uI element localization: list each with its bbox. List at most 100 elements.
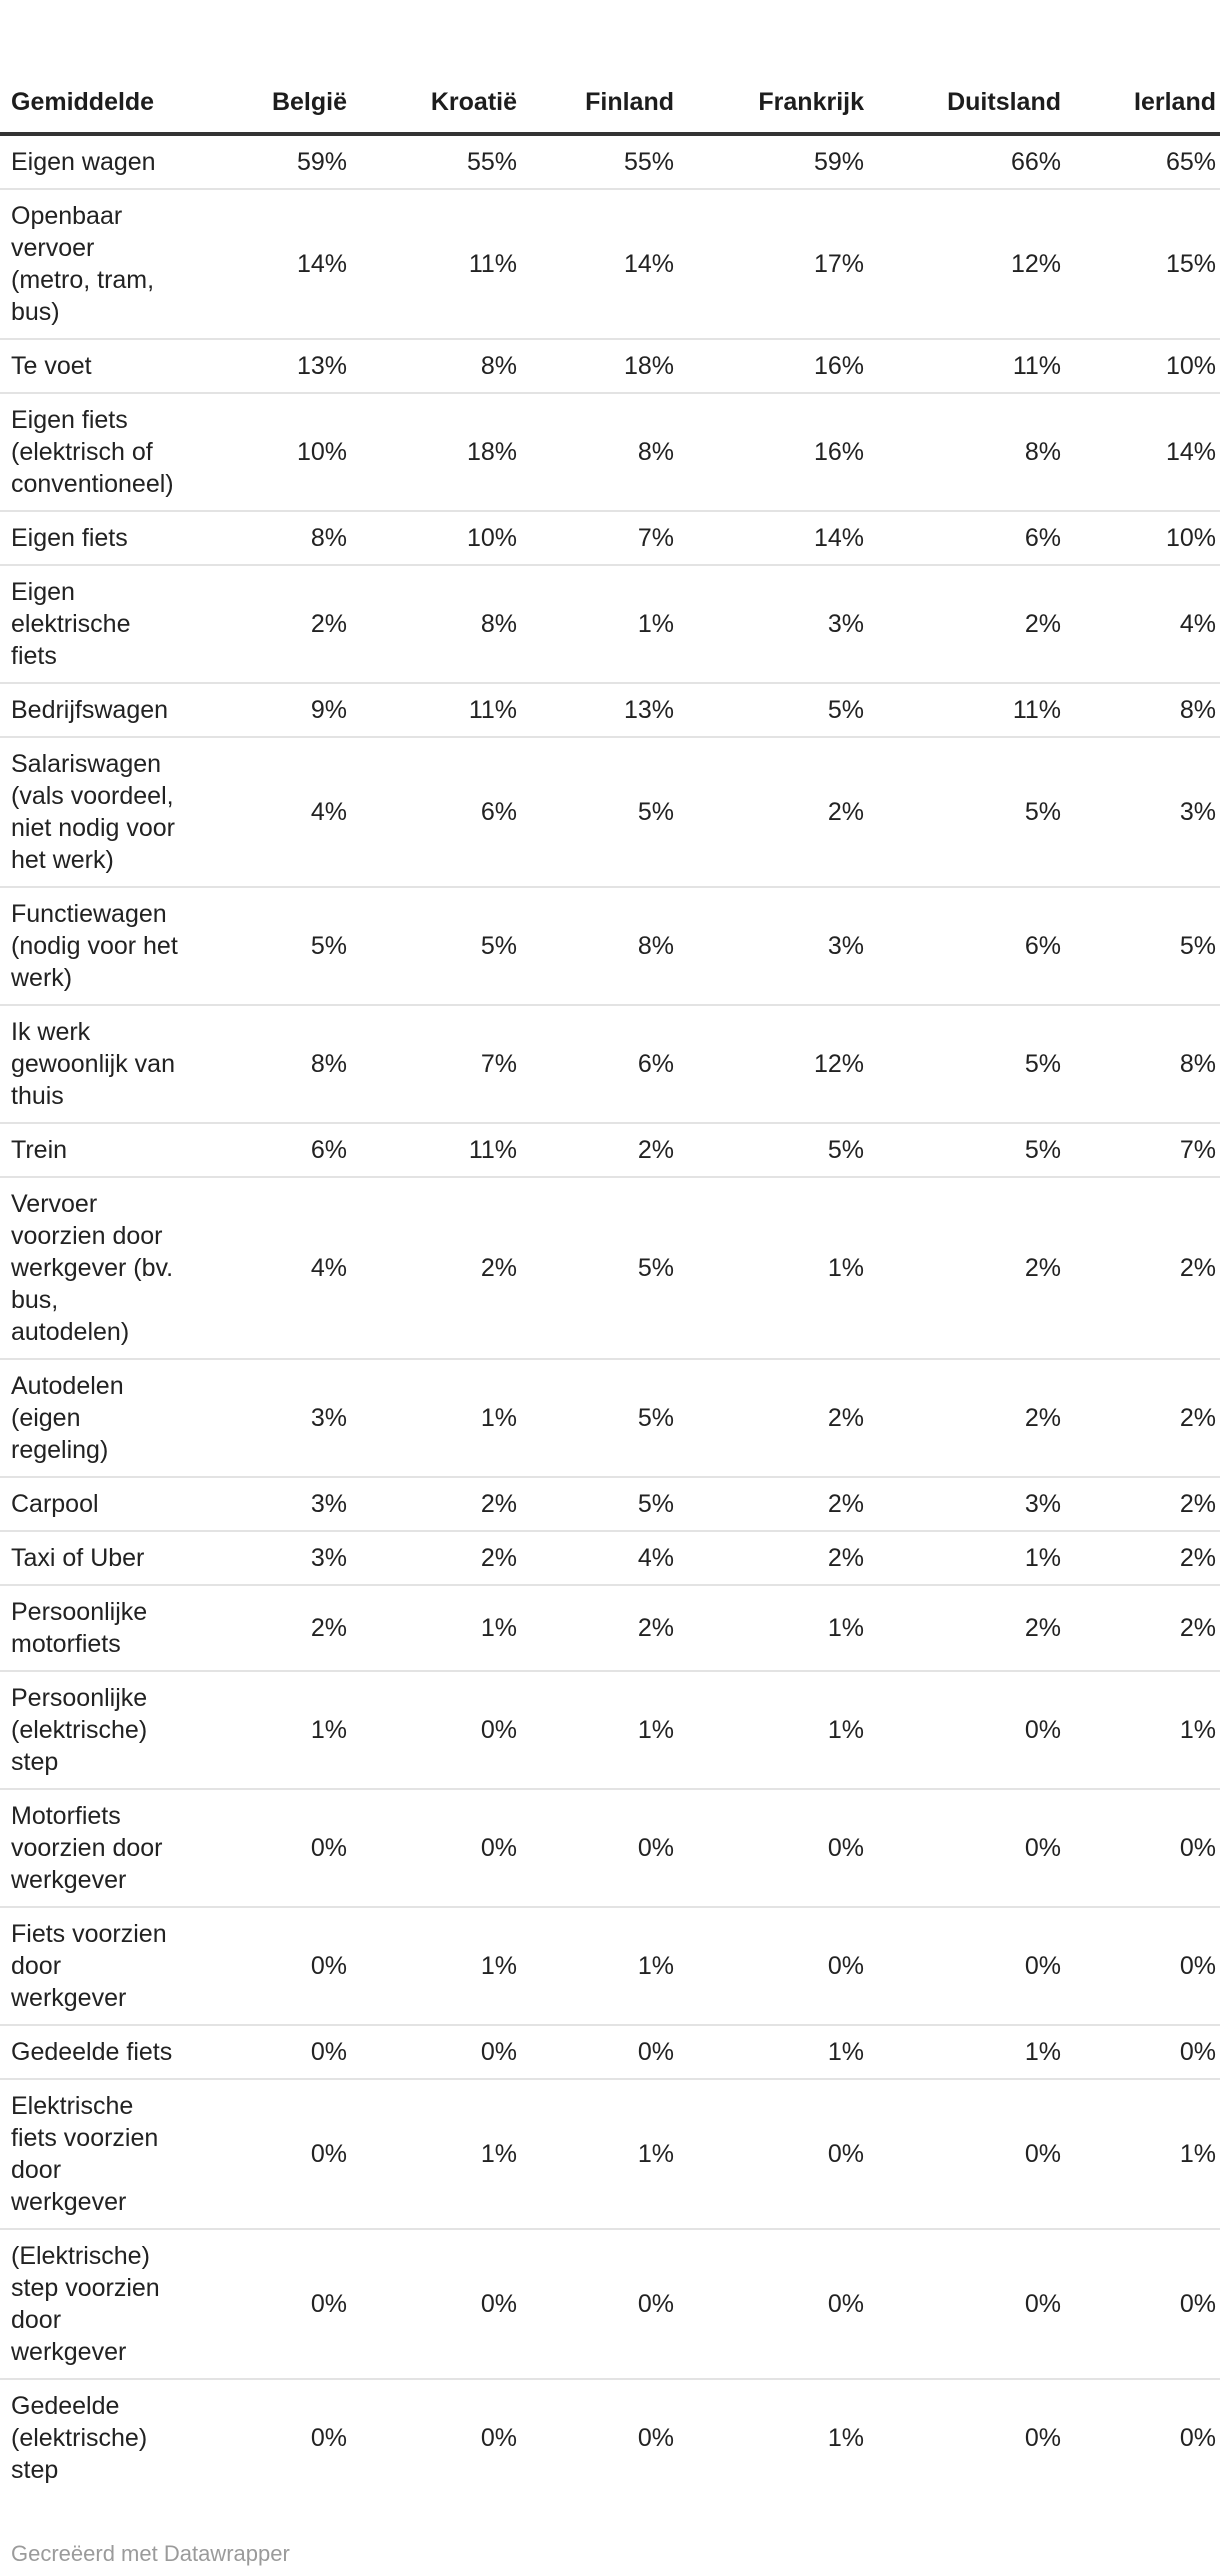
cell-value: 0% (190, 2229, 355, 2380)
cell-value: 2% (190, 565, 355, 684)
cell-value: 0% (190, 1789, 355, 1908)
cell-value: 1% (872, 2025, 1069, 2080)
cell-value: 2% (872, 1585, 1069, 1672)
cell-value: 0% (480, 2424, 517, 2452)
cell-value: 55% (525, 134, 682, 190)
cell-value: 12% (682, 1005, 872, 1124)
cell-value: 6% (872, 511, 1069, 566)
cell-value: 15% (1069, 189, 1220, 340)
table-row: Eigen fiets (elektrisch of conventioneel… (0, 393, 1220, 512)
table-row: Functiewagen (nodig voor het werk) 5% 5% 8%… (0, 887, 1220, 1006)
table-row: Carpool 3% 2% 5% 2% 3% 2% (0, 1477, 1220, 1532)
cell-value: 2% (525, 1585, 682, 1672)
cell-value: 3% (190, 1359, 355, 1478)
cell-value: 1% (525, 1671, 682, 1790)
cell-value: 8% (872, 393, 1069, 512)
cell-value: 0% (355, 2025, 525, 2080)
cell-value: 0% (872, 2229, 1069, 2380)
cell-value: 5% (525, 1477, 682, 1532)
cell-value: 1% (190, 1671, 355, 1790)
cell-value: 13% (525, 683, 682, 738)
cell-value: 18% (525, 339, 682, 394)
row-label: Openbaar vervoer (metro, tram, bus) (0, 189, 190, 340)
table-row: Eigen wagen 59% 55% 55% 59% 66% 65% (0, 134, 1220, 190)
cell-value: 0% (355, 2229, 525, 2380)
cell-value: 7% (355, 1005, 525, 1124)
row-label: Te voet (0, 339, 190, 394)
cell-value: 6% (872, 887, 1069, 1006)
cell-value: 1% (827, 2424, 864, 2452)
cell-value: 1% (682, 1177, 872, 1360)
cell-value: 2% (872, 1359, 1069, 1478)
cell-value: 1% (872, 1531, 1069, 1586)
cell-value: 0% (310, 2424, 347, 2452)
table-row: Eigen fiets 8% 10% 7% 14% 6% 10% (0, 511, 1220, 566)
cell-value: 2% (1069, 1177, 1220, 1360)
cell-value: 0% (682, 2079, 872, 2230)
cell-value: 3% (1069, 737, 1220, 888)
table-body: Eigen wagen 59% 55% 55% 59% 66% 65% Openbaar ve… (0, 134, 1220, 2496)
cell-value: 7% (525, 511, 682, 566)
row-label: Trein (0, 1123, 190, 1178)
cell-value: 5% (190, 887, 355, 1006)
column-header-gemiddelde: Gemiddelde (0, 86, 190, 136)
cell-value: 2% (1069, 1477, 1220, 1532)
cell-value: 11% (355, 189, 525, 340)
cell-value: 0% (682, 1789, 872, 1908)
cell-value: 5% (872, 737, 1069, 888)
cell-value: 11% (872, 683, 1069, 738)
cell-value: 65% (1069, 134, 1220, 190)
cell-value: 11% (355, 683, 525, 738)
table-row: Fiets voorzien door werkgever 0% 1% 1% 0% 0% 0… (0, 1907, 1220, 2026)
column-header-finland: Finland (525, 86, 682, 136)
cell-value: 2% (190, 1585, 355, 1672)
cell-value: 1% (682, 1671, 872, 1790)
cell-value: 5% (872, 1005, 1069, 1124)
cell-value: 8% (355, 339, 525, 394)
data-table: Gemiddelde België Kroatië Finland Frankrijk D… (0, 86, 1220, 2496)
cell-value: 1% (525, 1907, 682, 2026)
cell-value: 8% (525, 887, 682, 1006)
cell-value: 14% (1069, 393, 1220, 512)
cell-value: 8% (1069, 1005, 1220, 1124)
column-header-ierland: Ierland (1069, 86, 1220, 136)
table-row: Persoonlijke (elektrische) step 1% 0% 1% 1% 0… (0, 1671, 1220, 1790)
cell-value: 10% (1069, 339, 1220, 394)
cell-value: 0% (872, 1671, 1069, 1790)
cell-value: 5% (872, 1123, 1069, 1178)
cell-value: 16% (682, 339, 872, 394)
table-row: Ik werk gewoonlijk van thuis 8% 7% 6% 12% 5% 8… (0, 1005, 1220, 1124)
cell-value: 5% (682, 1123, 872, 1178)
cell-value: 0% (525, 2229, 682, 2380)
cell-value: 55% (355, 134, 525, 190)
cell-value: 0% (872, 1907, 1069, 2026)
cell-value: 0% (1069, 2025, 1220, 2080)
table-row: Gedeelde fiets 0% 0% 0% 1% 1% 0% (0, 2025, 1220, 2080)
cell-value: 6% (190, 1123, 355, 1178)
datawrapper-attribution-link[interactable]: Gecreëerd met Datawrapper (11, 2541, 290, 2566)
row-label: Persoonlijke (elektrische) step (0, 1671, 190, 1790)
cell-value: 0% (355, 1789, 525, 1908)
cell-value: 0% (682, 1907, 872, 2026)
cell-value: 0% (872, 2079, 1069, 2230)
row-label: Motorfiets voorzien door werkgever (0, 1789, 190, 1908)
column-header-belgie: België (190, 86, 355, 136)
row-label: Persoonlijke motorfiets (0, 1585, 190, 1672)
cell-value: 10% (190, 393, 355, 512)
cell-value: 14% (682, 511, 872, 566)
cell-value: 2% (525, 1123, 682, 1178)
cell-value: 1% (355, 1585, 525, 1672)
cell-value: 2% (1069, 1585, 1220, 1672)
column-header-duitsland: Duitsland (872, 86, 1069, 136)
table-row: Openbaar vervoer (metro, tram, bus) 14% 11… (0, 189, 1220, 340)
cell-value: 8% (1069, 683, 1220, 738)
cell-value: 5% (525, 1359, 682, 1478)
row-label: Salariswagen (vals voordeel, niet nodig … (0, 737, 190, 888)
cell-value: 59% (190, 134, 355, 190)
cell-value: 1% (682, 2025, 872, 2080)
cell-value: 2% (355, 1531, 525, 1586)
cell-value: 14% (190, 189, 355, 340)
table-row: Gedeelde (elektrische) step 0% 0% 0% 1% 0% 0% (0, 2379, 1220, 2496)
cell-value: 12% (872, 189, 1069, 340)
cell-value: 3% (190, 1477, 355, 1532)
